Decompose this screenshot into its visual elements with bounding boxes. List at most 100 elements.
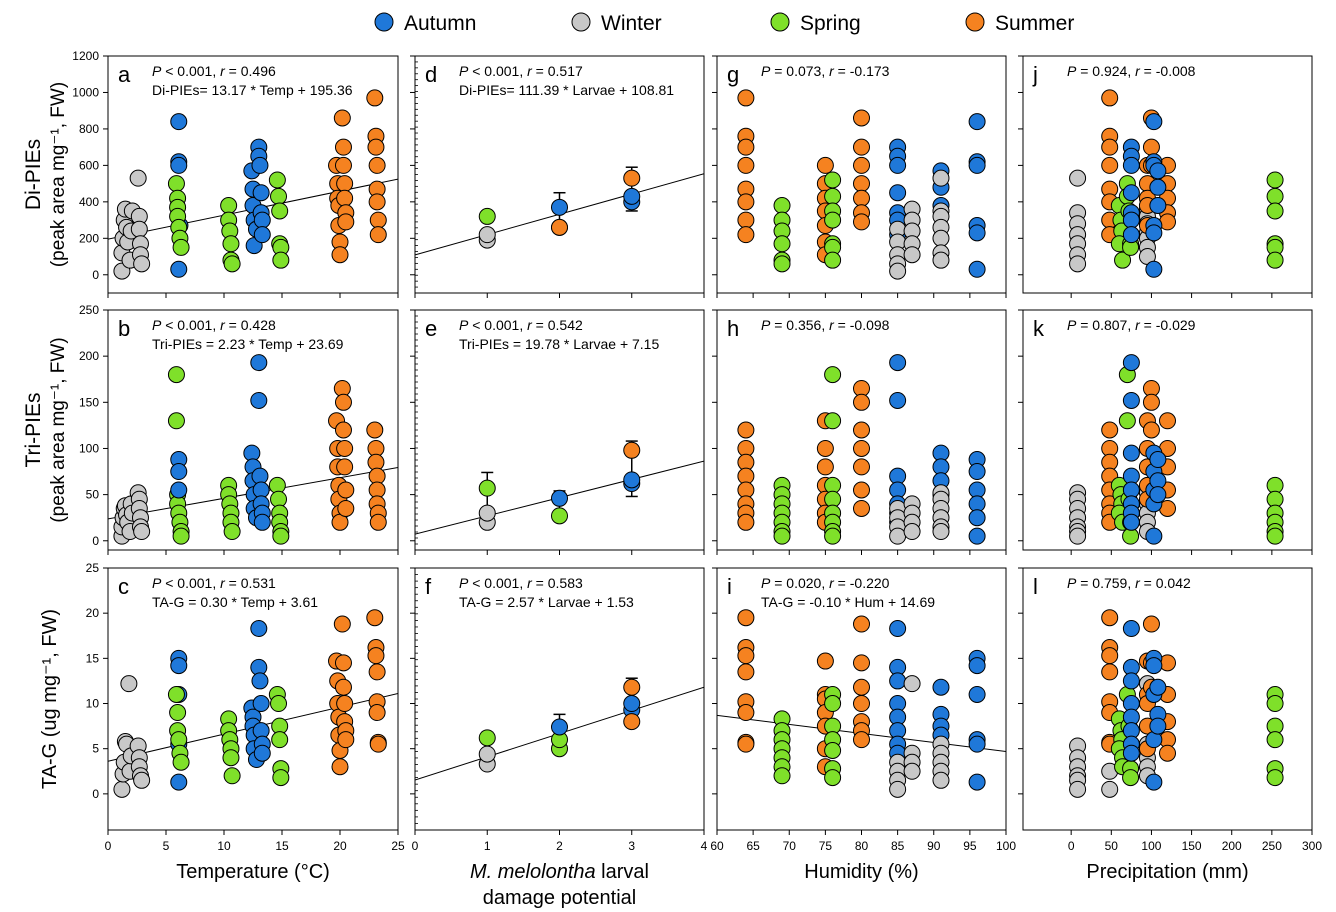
data-point-autumn	[250, 391, 268, 409]
series-summer	[623, 441, 641, 459]
series-autumn	[551, 187, 641, 216]
data-point-summer	[853, 458, 870, 476]
data-point-autumn	[889, 391, 907, 409]
x-tick-label: 100	[1141, 839, 1161, 853]
x-tick-label: 100	[996, 839, 1016, 853]
data-point-summer	[737, 138, 755, 156]
x-tick-label: 5	[163, 839, 170, 853]
data-point-spring	[271, 731, 289, 749]
panel-stat: P = 0.924, r = -0.008	[1067, 63, 1196, 79]
data-point-summer	[368, 704, 386, 722]
data-point-summer	[336, 189, 354, 207]
panel-equation: TA-G = 0.30 * Temp + 3.61	[152, 594, 318, 610]
data-point-spring	[824, 741, 842, 759]
data-point-winter	[889, 262, 907, 280]
panel-g: g P = 0.073, r = -0.173	[712, 55, 1007, 298]
data-point-spring	[167, 685, 185, 703]
data-point-spring	[551, 507, 568, 525]
series-spring	[167, 366, 290, 545]
series-winter	[889, 484, 950, 545]
data-point-summer	[1142, 615, 1160, 633]
data-point-autumn	[170, 156, 188, 174]
data-point-summer	[816, 156, 834, 174]
series-autumn	[1122, 354, 1167, 545]
panel-b: 0 50 100 150 200 250 b P < 0.001, r = 0.428 Tri-…	[79, 303, 399, 555]
data-point-winter	[1069, 780, 1087, 798]
data-point-summer	[331, 246, 349, 264]
data-point-spring	[773, 527, 791, 545]
y-tick-label: 10	[86, 697, 100, 711]
series-winter	[889, 675, 950, 798]
data-point-autumn	[889, 672, 907, 690]
legend-marker-summer	[965, 12, 985, 32]
series-summer	[737, 89, 870, 264]
panel-e: e P < 0.001, r = 0.542 Tri-PIEs = 19.78 * …	[410, 309, 705, 555]
x-tick-label: 0	[412, 839, 419, 853]
x-tick-label: 90	[927, 839, 941, 853]
data-point-winter	[903, 675, 921, 693]
x-axis-label-line1: M. melolontha larval	[470, 861, 649, 883]
data-point-spring	[773, 196, 791, 214]
panel-frame	[107, 567, 399, 831]
data-point-summer	[1101, 89, 1119, 107]
x-tick-label: 0	[1068, 839, 1075, 853]
panel-h: h P = 0.356, r = -0.098	[712, 309, 1007, 555]
data-point-autumn	[1149, 196, 1167, 214]
data-point-winter	[113, 780, 131, 798]
panel-stat: P < 0.001, r = 0.428	[152, 317, 276, 333]
data-point-summer	[334, 138, 352, 156]
panel-stat: P = 0.073, r = -0.173	[761, 63, 890, 79]
data-point-summer	[853, 695, 870, 713]
data-point-autumn	[968, 463, 986, 481]
panel-stat: P < 0.001, r = 0.496	[152, 63, 276, 79]
data-point-summer	[853, 138, 870, 156]
data-point-autumn	[1122, 184, 1140, 202]
data-point-autumn	[253, 226, 271, 244]
data-point-summer	[737, 226, 755, 244]
panel-equation: TA-G = -0.10 * Hum + 14.69	[761, 594, 935, 610]
data-point-summer	[331, 758, 349, 776]
x-axis-label-line2: damage potential	[483, 887, 636, 909]
data-point-summer	[336, 175, 354, 193]
panel-stat: P = 0.759, r = 0.042	[1067, 575, 1191, 591]
y-tick-label: 100	[79, 441, 99, 455]
data-point-autumn	[1122, 211, 1140, 229]
data-point-autumn	[253, 211, 271, 229]
data-point-autumn	[623, 695, 641, 713]
data-point-summer	[336, 458, 354, 476]
x-tick-label: 95	[963, 839, 977, 853]
data-point-summer	[369, 735, 387, 753]
data-point-winter	[932, 169, 950, 187]
data-point-spring	[1266, 251, 1284, 269]
legend: Autumn Winter Spring Summer	[374, 12, 1074, 35]
legend-marker-spring	[770, 12, 790, 32]
data-point-summer	[333, 615, 351, 633]
data-point-spring	[1266, 171, 1284, 189]
y-axis-label-line1: Di-PIEs	[22, 139, 45, 210]
data-point-summer	[337, 731, 355, 749]
data-point-spring	[1266, 695, 1284, 713]
data-point-spring	[223, 255, 241, 273]
data-point-spring	[167, 366, 185, 384]
panel-letter: f	[425, 574, 432, 599]
data-point-autumn	[932, 678, 950, 696]
y-tick-label: 250	[79, 303, 99, 317]
data-point-autumn	[551, 198, 568, 216]
panel-letter: b	[118, 316, 130, 341]
data-point-spring	[1114, 251, 1132, 269]
data-point-spring	[1266, 202, 1284, 220]
x-tick-label: 50	[1105, 839, 1119, 853]
data-point-spring	[1118, 412, 1136, 430]
data-point-summer	[853, 393, 870, 411]
data-point-autumn	[623, 187, 641, 205]
panel-equation: TA-G = 2.57 * Larvae + 1.53	[459, 594, 634, 610]
data-point-summer	[336, 439, 354, 457]
data-point-winter	[1101, 780, 1119, 798]
data-point-summer	[737, 663, 755, 681]
data-point-autumn	[968, 685, 986, 703]
col-labels: Temperature (°C) M. melolontha larval dama…	[176, 861, 1248, 909]
data-point-autumn	[968, 113, 986, 131]
data-point-summer	[816, 439, 834, 457]
series-summer	[737, 379, 870, 531]
